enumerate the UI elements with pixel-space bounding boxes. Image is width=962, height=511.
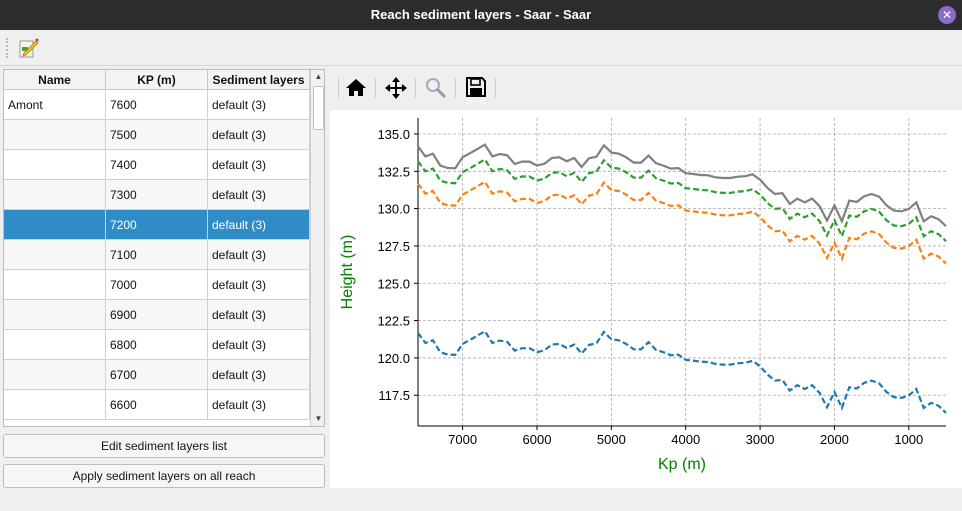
cell-kp[interactable]: 7000 [106,270,208,300]
cell-name[interactable] [4,120,106,150]
toolbar-grip[interactable] [6,38,10,58]
cell-sediment-layers[interactable]: default (3) [208,270,310,300]
table-row[interactable]: 7300 default (3) [4,180,310,210]
window-title: Reach sediment layers - Saar - Saar [370,7,592,22]
series-line-1 [417,158,947,242]
scroll-up-arrow-icon[interactable]: ▲ [314,72,323,81]
cell-sediment-layers[interactable]: default (3) [208,360,310,390]
home-icon[interactable] [343,76,369,102]
y-axis-label: Height (m) [339,235,356,310]
cell-sediment-layers[interactable]: default (3) [208,240,310,270]
table-vertical-scrollbar[interactable]: ▲ ▼ [310,70,324,426]
y-tick-label: 130.0 [377,202,410,217]
status-bar [0,490,962,511]
cell-name[interactable] [4,240,106,270]
cell-sediment-layers[interactable]: default (3) [208,300,310,330]
column-header-kp[interactable]: KP (m) [106,70,208,90]
cell-name[interactable] [4,210,106,240]
cell-name[interactable] [4,180,106,210]
y-tick-label: 132.5 [377,164,410,179]
y-tick-label: 135.0 [377,127,410,142]
scrollbar-thumb[interactable] [313,86,324,130]
cell-name[interactable] [4,360,106,390]
cell-kp[interactable]: 7200 [106,210,208,240]
cell-sediment-layers[interactable]: default (3) [208,150,310,180]
x-axis-label: Kp (m) [658,456,706,473]
table-row[interactable]: 6900 default (3) [4,300,310,330]
close-icon[interactable]: ✕ [938,6,956,24]
table-row[interactable]: 6800 default (3) [4,330,310,360]
table-row[interactable]: Amont 7600 default (3) [4,90,310,120]
cell-kp[interactable]: 7500 [106,120,208,150]
x-tick-label: 5000 [597,432,626,447]
cell-kp[interactable]: 7100 [106,240,208,270]
cell-sediment-layers[interactable]: default (3) [208,120,310,150]
cell-sediment-layers[interactable]: default (3) [208,330,310,360]
series-line-3 [417,329,947,414]
cell-name[interactable] [4,330,106,360]
edit-sediment-layers-list-button[interactable]: Edit sediment layers list [3,434,325,458]
table-row[interactable]: 6700 default (3) [4,360,310,390]
x-tick-label: 4000 [671,432,700,447]
save-floppy-icon[interactable] [463,76,489,102]
cell-kp[interactable]: 6600 [106,390,208,420]
cell-name[interactable] [4,300,106,330]
x-tick-label: 3000 [746,432,775,447]
window-titlebar: Reach sediment layers - Saar - Saar ✕ [0,0,962,30]
x-tick-label: 6000 [523,432,552,447]
y-tick-label: 122.5 [377,314,410,329]
y-tick-label: 125.0 [377,276,410,291]
x-tick-label: 1000 [894,432,923,447]
cell-kp[interactable]: 7400 [106,150,208,180]
cell-name[interactable] [4,150,106,180]
cell-name[interactable] [4,390,106,420]
table-row[interactable]: 7500 default (3) [4,120,310,150]
height-profile-chart: 7000 6000 5000 4000 3000 2000 1000 117.5 120.0 12… [339,118,947,473]
x-tick-label: 2000 [820,432,849,447]
plot-canvas[interactable]: 7000 6000 5000 4000 3000 2000 1000 117.5 120.0 12… [330,110,962,488]
cell-sediment-layers[interactable]: default (3) [208,90,310,120]
table-row[interactable]: 7100 default (3) [4,240,310,270]
y-tick-label: 127.5 [377,239,410,254]
cell-kp[interactable]: 6800 [106,330,208,360]
cell-kp[interactable]: 7600 [106,90,208,120]
column-header-sediment-layers[interactable]: Sediment layers [208,70,310,90]
cell-kp[interactable]: 7300 [106,180,208,210]
cell-name[interactable]: Amont [4,90,106,120]
edit-pencil-icon[interactable] [18,37,40,59]
cell-name[interactable] [4,270,106,300]
main-toolbar [0,30,962,66]
cell-sediment-layers[interactable]: default (3) [208,210,310,240]
y-tick-label: 117.5 [378,388,410,403]
plot-toolbar [330,68,962,110]
cell-sediment-layers[interactable]: default (3) [208,390,310,420]
table-row[interactable]: 7200 default (3) [4,210,310,240]
apply-sediment-layers-all-reach-button[interactable]: Apply sediment layers on all reach [3,464,325,488]
plot-panel: 7000 6000 5000 4000 3000 2000 1000 117.5 120.0 12… [330,68,962,488]
sediment-layers-table: Name KP (m) Sediment layers Amont 7600 def… [3,69,325,427]
pan-move-icon[interactable] [383,76,409,102]
zoom-magnifier-icon[interactable] [423,76,449,102]
table-row[interactable]: 7000 default (3) [4,270,310,300]
x-tick-label: 7000 [448,432,477,447]
series-line-2 [417,180,947,265]
column-header-name[interactable]: Name [4,70,106,90]
y-tick-label: 120.0 [377,351,410,366]
table-row[interactable]: 6600 default (3) [4,390,310,420]
table-row[interactable]: 7400 default (3) [4,150,310,180]
cell-kp[interactable]: 6700 [106,360,208,390]
scroll-down-arrow-icon[interactable]: ▼ [314,414,323,423]
cell-kp[interactable]: 6900 [106,300,208,330]
cell-sediment-layers[interactable]: default (3) [208,180,310,210]
series-line-0 [417,143,947,227]
